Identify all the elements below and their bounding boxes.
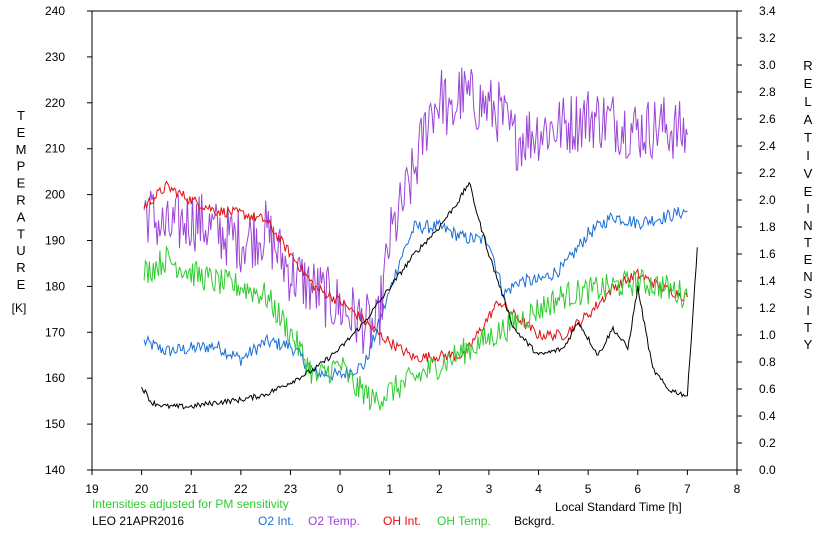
legend-item: O2 Int. xyxy=(258,514,294,528)
x-axis-tick-label: 21 xyxy=(185,482,199,496)
series-layer xyxy=(141,67,698,411)
right-axis-tick-label: 0.6 xyxy=(759,382,776,396)
x-axis-tick-label: 3 xyxy=(486,482,493,496)
x-axis-tick-label: 2 xyxy=(436,482,443,496)
left-axis-tick-label: 220 xyxy=(45,96,65,110)
x-axis-tick-label: 20 xyxy=(135,482,149,496)
right-axis-tick-label: 3.2 xyxy=(759,31,776,45)
x-axis-tick-label: 1 xyxy=(386,482,393,496)
right-axis-tick-label: 3.0 xyxy=(759,58,776,72)
left-axis-label-char: T xyxy=(17,226,25,241)
left-axis: 140 150 160 170 180 190 200 210 220 230 240 xyxy=(45,4,92,477)
left-axis-label-char: E xyxy=(17,125,26,140)
right-axis-tick-label: 0.2 xyxy=(759,436,776,450)
left-axis-tick-label: 150 xyxy=(45,417,65,431)
right-axis-label-char: L xyxy=(804,94,811,109)
x-axis-tick-label: 8 xyxy=(734,482,741,496)
right-axis-tick-label: 2.6 xyxy=(759,112,776,126)
left-axis-tick-label: 240 xyxy=(45,4,65,18)
right-axis-tick-label: 1.0 xyxy=(759,328,776,342)
left-axis-tick-label: 180 xyxy=(45,279,65,293)
x-axis-tick-label: 19 xyxy=(85,482,99,496)
right-axis-label-char: N xyxy=(803,269,812,284)
right-axis-tick-label: 1.2 xyxy=(759,301,776,315)
right-axis-label-char: A xyxy=(804,112,813,127)
left-axis-label-char: E xyxy=(17,176,26,191)
x-axis-tick-label: 22 xyxy=(234,482,248,496)
right-axis-label-char: R xyxy=(803,58,812,73)
left-axis-tick-label: 230 xyxy=(45,50,65,64)
left-axis-tick-label: 160 xyxy=(45,371,65,385)
left-axis-label-char: P xyxy=(17,159,26,174)
left-axis-unit: [K] xyxy=(12,301,27,315)
left-axis-label-char: R xyxy=(16,260,25,275)
x-axis: 19 20 21 22 23 0 1 2 3 4 5 6 7 8 xyxy=(85,470,741,496)
legend-item: O2 Temp. xyxy=(308,514,360,528)
right-axis-label-char: T xyxy=(804,320,812,335)
series-oh-temp xyxy=(143,244,688,411)
right-axis-label-char: V xyxy=(804,166,813,181)
right-axis-label-char: I xyxy=(806,148,810,163)
left-axis-label-char: T xyxy=(17,108,25,123)
x-axis-tick-label: 4 xyxy=(535,482,542,496)
left-axis-tick-label: 190 xyxy=(45,234,65,248)
left-axis-tick-label: 200 xyxy=(45,188,65,202)
series-bckgrd xyxy=(141,181,698,410)
right-axis-tick-label: 1.8 xyxy=(759,220,776,234)
sensitivity-annotation: Intensities adjusted for PM sensitivity xyxy=(92,497,289,511)
right-axis-tick-label: 3.4 xyxy=(759,4,776,18)
left-axis-label-char: U xyxy=(16,243,25,258)
right-axis-tick-label: 2.2 xyxy=(759,166,776,180)
right-axis: 0.0 0.2 0.4 0.6 0.8 1.0 1.2 1.4 1.6 1.8 2.0 2.2 2.4 2… xyxy=(737,4,776,477)
right-axis-tick-label: 1.6 xyxy=(759,247,776,261)
right-axis-label-char: E xyxy=(804,252,813,267)
x-axis-tick-label: 23 xyxy=(284,482,298,496)
right-axis-tick-label: 2.0 xyxy=(759,193,776,207)
legend-item: Bckgrd. xyxy=(514,514,555,528)
legend: O2 Int. O2 Temp. OH Int. OH Temp. Bckgrd. xyxy=(258,514,555,528)
station-label: LEO 21APR2016 xyxy=(92,514,184,528)
plot-frame xyxy=(91,10,738,471)
left-axis-tick-label: 210 xyxy=(45,142,65,156)
right-axis-tick-label: 0.8 xyxy=(759,355,776,369)
right-axis-label-char: I xyxy=(806,201,810,216)
right-axis-label-char: Y xyxy=(804,337,813,352)
x-axis-tick-label: 5 xyxy=(585,482,592,496)
legend-item: OH Temp. xyxy=(437,514,491,528)
left-axis-tick-label: 170 xyxy=(45,325,65,339)
right-axis-tick-label: 0.0 xyxy=(759,463,776,477)
x-axis-tick-label: 0 xyxy=(337,482,344,496)
x-axis-label: Local Standard Time [h] xyxy=(555,500,682,514)
series-oh-int xyxy=(143,180,688,364)
x-axis-tick-label: 7 xyxy=(684,482,691,496)
right-axis-label-char: E xyxy=(804,76,813,91)
right-axis-tick-label: 2.4 xyxy=(759,139,776,153)
left-axis-label-char: A xyxy=(17,209,26,224)
right-axis-label-char: E xyxy=(804,184,813,199)
right-axis-label-char: S xyxy=(804,286,813,301)
right-axis-label-char: N xyxy=(803,218,812,233)
legend-item: OH Int. xyxy=(383,514,421,528)
left-axis-label-char: R xyxy=(16,193,25,208)
series-o2-temp xyxy=(143,67,688,355)
right-axis-label-char: T xyxy=(804,235,812,250)
series-o2-int xyxy=(143,207,688,382)
right-axis-label-char: T xyxy=(804,130,812,145)
right-axis-label-char: I xyxy=(806,303,810,318)
right-axis-tick-label: 1.4 xyxy=(759,274,776,288)
left-axis-label-char: E xyxy=(17,277,26,292)
x-axis-tick-label: 6 xyxy=(634,482,641,496)
right-axis-tick-label: 2.8 xyxy=(759,85,776,99)
left-axis-label-char: M xyxy=(16,142,27,157)
left-axis-tick-label: 140 xyxy=(45,463,65,477)
right-axis-tick-label: 0.4 xyxy=(759,409,776,423)
